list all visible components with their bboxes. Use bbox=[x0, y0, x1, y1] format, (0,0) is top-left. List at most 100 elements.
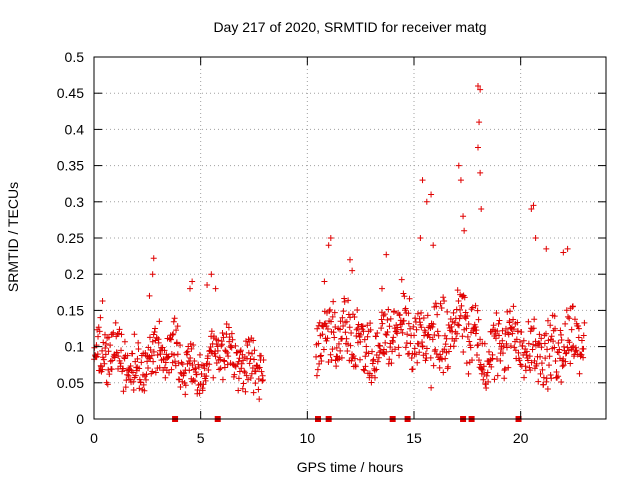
data-point bbox=[343, 335, 350, 342]
data-point bbox=[440, 294, 447, 301]
data-point bbox=[556, 346, 563, 353]
data-point bbox=[476, 119, 483, 126]
data-point bbox=[416, 349, 423, 356]
data-point bbox=[316, 319, 323, 326]
data-point bbox=[213, 359, 220, 366]
data-point bbox=[385, 360, 392, 367]
data-point bbox=[326, 306, 333, 313]
data-point bbox=[251, 347, 258, 354]
data-point bbox=[410, 323, 417, 330]
data-point bbox=[528, 206, 535, 213]
data-point bbox=[485, 378, 492, 385]
data-point bbox=[394, 324, 401, 331]
data-point bbox=[371, 374, 378, 381]
data-point bbox=[169, 331, 176, 338]
data-point bbox=[544, 346, 551, 353]
data-point bbox=[505, 331, 512, 338]
data-point bbox=[222, 348, 229, 355]
data-point bbox=[367, 326, 374, 333]
data-point bbox=[531, 316, 538, 323]
data-point bbox=[453, 335, 460, 342]
data-point bbox=[546, 353, 553, 360]
data-point bbox=[107, 358, 114, 365]
data-point bbox=[385, 306, 392, 313]
data-point bbox=[313, 372, 320, 379]
data-point bbox=[530, 202, 537, 209]
data-point bbox=[539, 366, 546, 373]
data-point bbox=[527, 367, 534, 374]
data-point bbox=[399, 321, 406, 328]
data-point bbox=[224, 361, 231, 368]
data-point bbox=[223, 321, 230, 328]
data-point bbox=[346, 324, 353, 331]
y-tick-label: 0.4 bbox=[65, 121, 85, 137]
data-point bbox=[566, 315, 573, 322]
data-point bbox=[536, 340, 543, 347]
data-point bbox=[547, 372, 554, 379]
data-point bbox=[348, 329, 355, 336]
data-point bbox=[347, 342, 354, 349]
data-point bbox=[348, 357, 355, 364]
data-point bbox=[525, 340, 532, 347]
data-point bbox=[573, 347, 580, 354]
data-point bbox=[431, 332, 438, 339]
data-point bbox=[357, 356, 364, 363]
data-point bbox=[107, 342, 114, 349]
data-point bbox=[562, 350, 569, 357]
data-point bbox=[551, 344, 558, 351]
data-point bbox=[210, 374, 217, 381]
data-point bbox=[560, 362, 567, 369]
data-point bbox=[352, 363, 359, 370]
data-point bbox=[562, 320, 569, 327]
data-point bbox=[475, 357, 482, 364]
data-point bbox=[94, 351, 101, 358]
data-point bbox=[439, 356, 446, 363]
data-point bbox=[327, 351, 334, 358]
data-point bbox=[335, 340, 342, 347]
data-point bbox=[234, 349, 241, 356]
data-point bbox=[443, 349, 450, 356]
data-point bbox=[536, 331, 543, 338]
data-point bbox=[141, 387, 148, 394]
data-point bbox=[494, 328, 501, 335]
data-point bbox=[499, 327, 506, 334]
data-point bbox=[414, 310, 421, 317]
data-point bbox=[341, 298, 348, 305]
data-point bbox=[541, 340, 548, 347]
data-point bbox=[132, 372, 139, 379]
y-tick-label: 0.35 bbox=[57, 158, 84, 174]
gridlines bbox=[94, 57, 606, 419]
data-point bbox=[337, 318, 344, 325]
data-point bbox=[571, 316, 578, 323]
data-point bbox=[575, 325, 582, 332]
data-point bbox=[382, 339, 389, 346]
data-point bbox=[344, 347, 351, 354]
data-point bbox=[162, 374, 169, 381]
data-point bbox=[364, 333, 371, 340]
data-point bbox=[575, 323, 582, 330]
data-point bbox=[136, 376, 143, 383]
data-point bbox=[212, 285, 219, 292]
data-point bbox=[514, 319, 521, 326]
data-point bbox=[406, 295, 413, 302]
data-point bbox=[464, 333, 471, 340]
data-point bbox=[501, 367, 508, 374]
x-tick-label: 5 bbox=[197, 430, 205, 446]
data-point bbox=[402, 344, 409, 351]
y-tick-label: 0.2 bbox=[65, 266, 85, 282]
data-point bbox=[205, 366, 212, 373]
data-point bbox=[149, 368, 156, 375]
data-point bbox=[96, 328, 103, 335]
data-point bbox=[460, 348, 467, 355]
data-point bbox=[542, 355, 549, 362]
data-point bbox=[441, 332, 448, 339]
data-point bbox=[258, 352, 265, 359]
data-point bbox=[391, 325, 398, 332]
data-point bbox=[327, 235, 334, 241]
data-point bbox=[333, 363, 340, 370]
data-point bbox=[256, 364, 263, 371]
data-point bbox=[156, 364, 163, 371]
data-point bbox=[105, 348, 112, 355]
data-point bbox=[330, 329, 337, 336]
data-point bbox=[376, 349, 383, 356]
